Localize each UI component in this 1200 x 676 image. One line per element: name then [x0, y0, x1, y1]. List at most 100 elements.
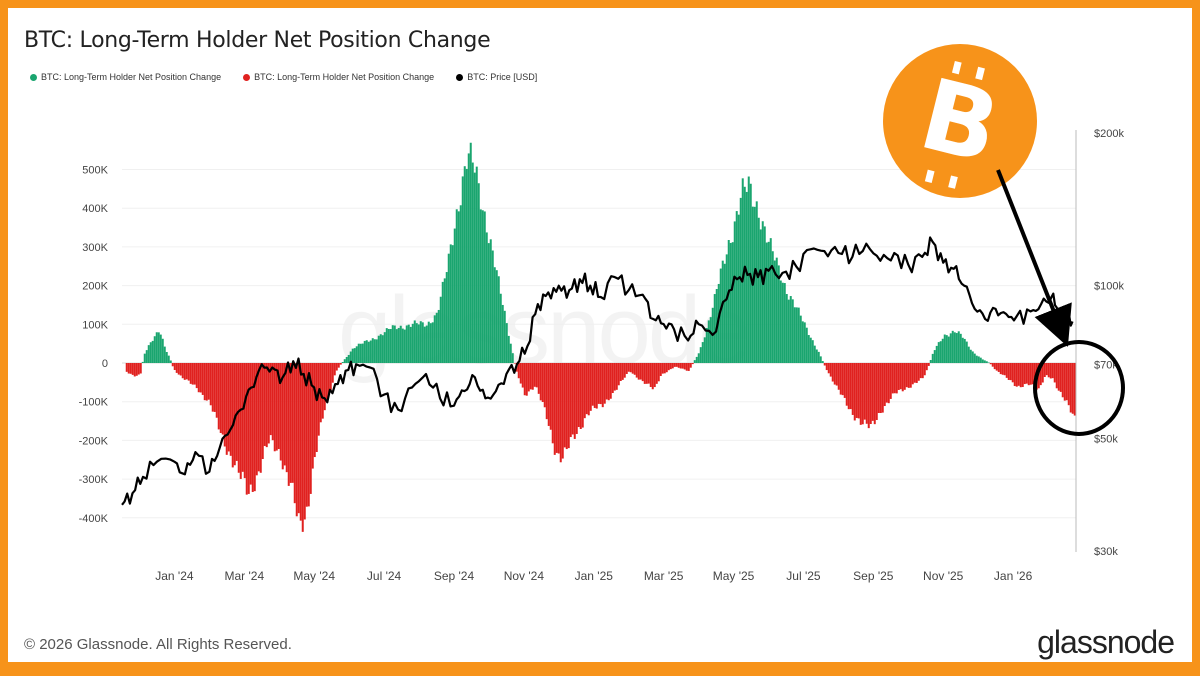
negative-bar — [669, 363, 672, 370]
positive-bar — [343, 359, 346, 363]
negative-bar — [629, 363, 632, 373]
positive-bar — [981, 359, 984, 363]
negative-bar — [535, 363, 538, 388]
positive-bar — [705, 328, 708, 363]
negative-bar — [309, 363, 312, 494]
positive-bar — [801, 321, 804, 363]
negative-bar — [287, 363, 290, 486]
negative-bar — [571, 363, 574, 435]
positive-bar — [791, 299, 794, 363]
y-left-tick-label: 400K — [82, 203, 108, 215]
negative-bar — [651, 363, 654, 390]
negative-bar — [575, 363, 578, 434]
negative-bar — [533, 363, 536, 387]
positive-bar — [747, 176, 750, 363]
negative-bar — [907, 363, 910, 388]
positive-bar — [481, 210, 484, 363]
negative-bar — [893, 363, 896, 394]
y-axis-right-ticks: $200k $100k $70k $50k $30k — [1094, 128, 1124, 558]
positive-bar — [773, 260, 776, 363]
legend-negative-dot — [243, 73, 251, 81]
negative-bar — [589, 363, 592, 411]
positive-bar — [441, 281, 444, 363]
positive-bar — [419, 321, 422, 363]
negative-bar — [1067, 363, 1070, 406]
legend-item-ltholder-positive[interactable]: BTC: Long-Term Holder Net Position Chang… — [30, 72, 221, 82]
negative-bar — [843, 363, 846, 398]
negative-bar — [895, 363, 898, 394]
negative-bar — [257, 363, 260, 472]
negative-bar — [579, 363, 582, 430]
positive-bar — [165, 351, 168, 363]
x-tick-label: Jul '24 — [367, 569, 402, 583]
positive-bar — [505, 323, 508, 363]
negative-bar — [565, 363, 568, 450]
positive-bar — [973, 353, 976, 363]
negative-bar — [671, 363, 674, 369]
positive-bar — [507, 335, 510, 363]
positive-bar — [381, 335, 384, 363]
negative-bar — [335, 363, 338, 371]
positive-bar — [959, 333, 962, 363]
legend: BTC: Long-Term Holder Net Position Chang… — [30, 72, 537, 82]
positive-bar — [463, 166, 466, 363]
negative-bar — [279, 363, 282, 461]
positive-bar — [373, 339, 376, 363]
positive-bar — [935, 345, 938, 363]
negative-bar — [1003, 363, 1006, 376]
negative-bar — [135, 363, 138, 376]
negative-bar — [259, 363, 262, 473]
negative-bar — [181, 363, 184, 379]
positive-bar — [399, 325, 402, 363]
negative-bar — [1027, 363, 1030, 386]
positive-bar — [159, 334, 162, 363]
positive-bar — [411, 323, 414, 363]
negative-bar — [837, 363, 840, 390]
negative-bar — [919, 363, 922, 379]
negative-bar — [995, 363, 998, 371]
negative-bar — [903, 363, 906, 390]
negative-bar — [599, 363, 602, 405]
positive-bar — [759, 229, 762, 363]
positive-bar — [701, 342, 704, 363]
negative-bar — [569, 363, 572, 438]
positive-bar — [471, 162, 474, 363]
positive-bar — [963, 338, 966, 363]
negative-bar — [317, 363, 320, 436]
negative-bar — [1059, 363, 1062, 392]
positive-bar — [341, 362, 344, 363]
negative-bar — [525, 363, 528, 396]
negative-bar — [285, 363, 288, 473]
positive-bar — [703, 337, 706, 363]
negative-bar — [1073, 363, 1076, 416]
negative-bar — [921, 363, 924, 379]
positive-bar — [405, 325, 408, 363]
legend-item-price[interactable]: BTC: Price [USD] — [456, 72, 537, 82]
positive-bar — [937, 342, 940, 363]
positive-bar — [349, 351, 352, 363]
positive-bar — [449, 244, 452, 363]
negative-bar — [635, 363, 638, 378]
negative-bar — [223, 363, 226, 447]
positive-bar — [391, 325, 394, 363]
negative-bar — [201, 363, 204, 395]
positive-bar — [469, 142, 472, 363]
x-tick-label: Mar '24 — [224, 569, 264, 583]
positive-bar — [817, 351, 820, 363]
negative-bar — [577, 363, 580, 428]
positive-bar — [427, 321, 430, 363]
positive-bar — [365, 340, 368, 363]
positive-bar — [819, 356, 822, 363]
negative-bar — [307, 363, 310, 507]
negative-bar — [199, 363, 202, 393]
positive-bar — [143, 353, 146, 363]
positive-bar — [457, 211, 460, 363]
legend-item-ltholder-negative[interactable]: BTC: Long-Term Holder Net Position Chang… — [243, 72, 434, 82]
positive-bar — [781, 282, 784, 363]
negative-bar — [1061, 363, 1064, 398]
positive-bar — [931, 353, 934, 363]
negative-bar — [229, 363, 232, 456]
negative-bar — [673, 363, 676, 367]
negative-bar — [1015, 363, 1018, 387]
negative-bar — [185, 363, 188, 380]
